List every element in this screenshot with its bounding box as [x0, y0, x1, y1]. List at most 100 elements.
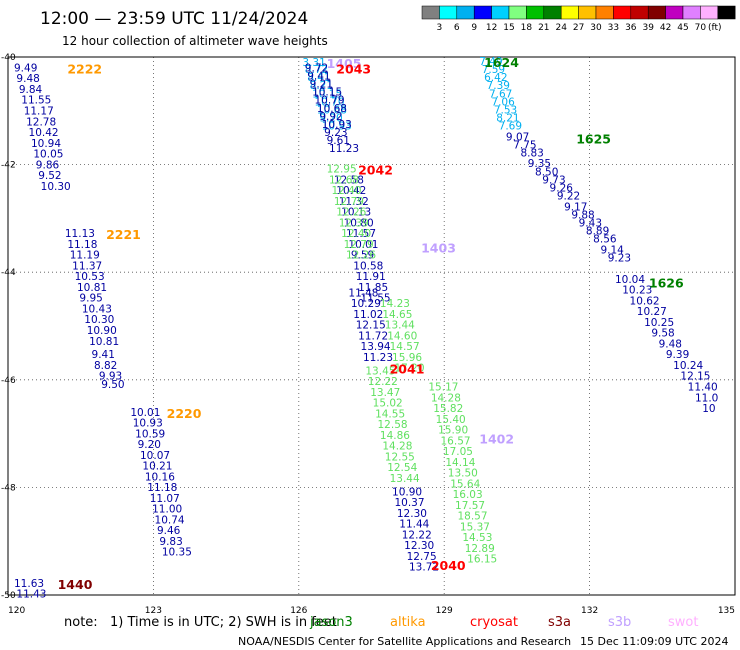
wave-height-point: 11.40 [688, 381, 718, 393]
legend-jason3: jason3 [309, 615, 353, 630]
wave-height-point: 9.23 [608, 252, 631, 264]
wave-height-point: 8.21 [310, 80, 333, 92]
wave-height-point: 10.93 [133, 418, 163, 430]
wave-height-point: 10.15 [312, 87, 342, 99]
colorbar-swatch [665, 5, 684, 20]
x-tick-label: 123 [145, 606, 162, 616]
pass-label: 2220 [167, 406, 202, 421]
wave-height-point: 11.18 [67, 239, 97, 251]
wave-height-point: 12.55 [385, 451, 415, 463]
wave-height-point: 10.42 [29, 127, 59, 139]
wave-height-point: 7.39 [487, 80, 510, 92]
wave-height-point: 15.64 [450, 478, 480, 490]
wave-height-point: 11.63 [14, 578, 44, 590]
wave-height-point: 9.83 [159, 536, 182, 548]
wave-height-point: 11.17 [24, 105, 54, 117]
wave-height-point: 7.06 [491, 96, 515, 108]
wave-height-point: 12.15 [356, 320, 386, 332]
wave-height-point: 12.78 [26, 116, 56, 128]
wave-height-point: 9.43 [579, 217, 602, 229]
wave-height-point: 14.14 [445, 457, 475, 469]
wave-height-point: 10.30 [41, 181, 71, 193]
wave-height-point: 11.23 [329, 143, 359, 155]
colorbar-label: 42 [660, 23, 671, 33]
wave-height-point: 12.95 [327, 164, 357, 176]
wave-height-point: 10.30 [84, 314, 114, 326]
wave-height-point: 10.81 [89, 336, 119, 348]
wave-height-point: 13.45 [365, 365, 395, 377]
wave-height-point: 11.55 [21, 95, 51, 107]
note-prefix: note: [64, 615, 98, 630]
wave-height-point: 12.22 [402, 529, 432, 541]
wave-height-point: 8.82 [94, 360, 117, 372]
wave-height-point: 12.58 [334, 174, 364, 186]
wave-height-point: 12.40 [331, 185, 361, 197]
wave-height-point: 9.92 [319, 111, 342, 123]
wave-height-point: 10.94 [31, 138, 61, 150]
wave-height-point: 9.46 [157, 525, 181, 537]
wave-height-point: 9.59 [351, 250, 374, 262]
wave-height-point: 10.29 [351, 298, 381, 310]
wave-height-point: 10 [702, 403, 715, 415]
wave-height-point: 14.53 [462, 532, 492, 544]
wave-height-point: 11.85 [358, 282, 388, 294]
pass-label: 2042 [358, 163, 393, 178]
pass-label: 1624 [484, 55, 519, 70]
wave-height-point: 10.53 [75, 271, 105, 283]
timestamp: 15 Dec 11:09:09 UTC 2024 [580, 635, 728, 648]
colorbar-label: 45 [677, 23, 688, 33]
wave-height-point: 10.01 [130, 407, 160, 419]
wave-height-point: 16.57 [441, 435, 471, 447]
satellite-legend: jason3 altika cryosat s3a s3b swot [309, 615, 698, 630]
wave-height-point: 12.68 [329, 174, 359, 186]
wave-height-point: 11.19 [70, 250, 100, 262]
colorbar-swatch [578, 5, 597, 20]
colorbar-label: 21 [538, 23, 549, 33]
wave-height-point: 10.16 [145, 471, 175, 483]
wave-height-point: 11.23 [363, 352, 393, 364]
pass-label: 1403 [421, 241, 456, 256]
wave-height-point: 9.14 [600, 244, 624, 256]
wave-height-point: 9.35 [528, 158, 551, 170]
wave-height-point: 12.75 [407, 551, 437, 563]
wave-height-point: 10.07 [140, 450, 170, 462]
wave-height-point: 10.59 [135, 428, 165, 440]
pass-label: 1440 [58, 577, 93, 592]
wave-height-point: 17.20 [394, 363, 424, 375]
wave-height-point: 9.86 [36, 159, 60, 171]
colorbar-swatch [560, 5, 579, 20]
wave-height-point: 10.37 [394, 497, 424, 509]
colorbar-swatch [543, 5, 562, 20]
wave-height-point: 10.21 [142, 461, 172, 473]
pass-label: 2221 [106, 227, 141, 242]
colorbar-swatch [700, 5, 719, 20]
wave-height-point: 15.40 [436, 414, 466, 426]
pass-label: 2041 [390, 362, 425, 377]
x-tick-label: 126 [290, 606, 307, 616]
wave-height-point: 18.57 [457, 511, 487, 523]
wave-height-point: 7.53 [494, 104, 517, 116]
wave-height-point: 15.82 [433, 403, 463, 415]
wave-height-point: 9.23 [324, 127, 347, 139]
wave-height-point: 10.62 [630, 295, 660, 307]
y-tick-label: -42 [1, 161, 16, 171]
plot-frame [7, 56, 736, 596]
colorbar-swatch [491, 5, 510, 20]
wave-height-point: 10.93 [322, 119, 352, 131]
wave-height-point: 17.05 [443, 446, 473, 458]
legend-s3b: s3b [608, 615, 631, 630]
wave-height-point: 14.23 [380, 298, 410, 310]
wave-height-point: 14.28 [431, 392, 461, 404]
colorbar-label: 39 [642, 23, 654, 33]
colorbar-label: 36 [625, 23, 637, 33]
wave-height-point: 9.93 [99, 371, 122, 383]
wave-height-point: 10.25 [644, 317, 674, 329]
wave-height-point: 10.05 [33, 149, 63, 161]
wave-height-point: 14.57 [390, 341, 420, 353]
colorbar-swatch [682, 5, 701, 20]
colorbar: 3 6 9 12 15 18 21 24 27 30 33 36 39 42 45 70 [421, 5, 736, 33]
colorbar-label: 15 [503, 23, 514, 33]
wave-height-point: 3.31 [302, 57, 325, 69]
wave-height-point: 10.93 [322, 121, 352, 133]
